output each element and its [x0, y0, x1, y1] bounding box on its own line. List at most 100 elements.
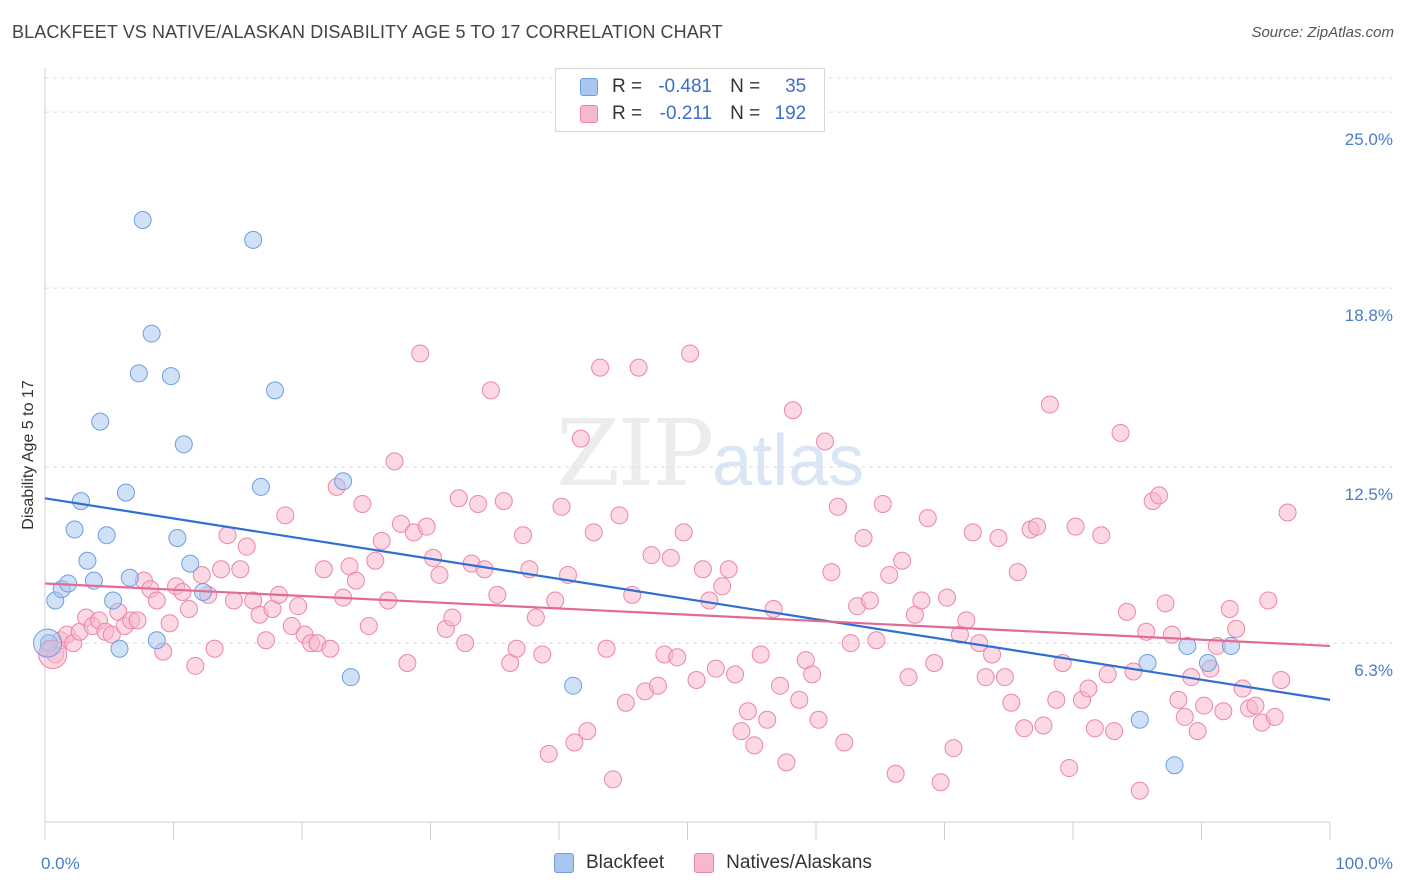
natives-point [449, 489, 468, 508]
blackfeet-point [161, 367, 180, 386]
natives-point [456, 634, 475, 653]
legend-n-label: N = [730, 103, 761, 124]
blackfeet-point [266, 381, 285, 400]
trend-lines [44, 497, 1331, 701]
natives-point [231, 560, 250, 579]
blackfeet-point [1198, 653, 1217, 672]
natives-point [565, 733, 584, 752]
natives-point [822, 563, 841, 582]
blackfeet-point [133, 210, 152, 229]
legend-r-value: -0.481 [658, 76, 713, 97]
y-tick-label: 12.5% [1345, 485, 1393, 504]
natives-point [783, 401, 802, 420]
natives-point [713, 577, 732, 596]
natives-point [1214, 702, 1233, 721]
natives-point [488, 585, 507, 604]
natives-point [147, 591, 166, 610]
watermark-atlas: atlas [712, 421, 865, 501]
natives-point [597, 639, 616, 658]
natives-point [1233, 679, 1252, 698]
natives-point [257, 631, 276, 650]
axes [44, 68, 1331, 840]
natives-point [391, 514, 410, 533]
natives-point [931, 773, 950, 792]
natives-point [912, 591, 931, 610]
natives-point [218, 526, 237, 545]
blackfeet-point [147, 631, 166, 650]
natives-point [282, 617, 301, 636]
x-tick-label-min: 0.0% [41, 854, 80, 873]
natives-point [1162, 625, 1181, 644]
watermark-zip: ZIP [556, 400, 714, 507]
natives-point [1130, 781, 1149, 800]
blackfeet-point [251, 477, 270, 496]
axis-labels: 6.3% 12.5% 18.8% 25.0% 0.0% 100.0% Disability … [20, 130, 1393, 873]
natives-point [481, 381, 500, 400]
natives-point [899, 668, 918, 687]
natives-point [314, 560, 333, 579]
blackfeet-point [244, 230, 263, 249]
natives-point [1002, 693, 1021, 712]
natives-point [681, 344, 700, 363]
blackfeet-point [91, 412, 110, 431]
natives-point [411, 344, 430, 363]
natives-point [1246, 696, 1265, 715]
natives-point [1195, 696, 1214, 715]
natives-point [1060, 759, 1079, 778]
blackfeet-point [168, 529, 187, 548]
natives-point [237, 537, 256, 556]
natives-point [706, 659, 725, 678]
blackfeet-point [120, 568, 139, 587]
natives-point [359, 617, 378, 636]
natives-point [687, 671, 706, 690]
natives-point [571, 429, 590, 448]
natives-point [398, 653, 417, 672]
natives-point [179, 600, 198, 619]
natives-point [925, 653, 944, 672]
natives-point [674, 523, 693, 542]
natives-point [790, 690, 809, 709]
natives-point [186, 656, 205, 675]
natives-point [1156, 594, 1175, 613]
legend-row-natives: R = -0.211 N = 192 [580, 102, 806, 126]
natives-point [957, 611, 976, 630]
natives-point [1169, 690, 1188, 709]
natives-point [366, 551, 385, 570]
natives-point [835, 733, 854, 752]
natives-point [128, 611, 147, 630]
natives-point [507, 639, 526, 658]
blackfeet-point [129, 364, 148, 383]
blackfeet-point [78, 551, 97, 570]
series-label-blackfeet: Blackfeet [586, 852, 665, 873]
natives-point [1015, 719, 1034, 738]
gridlines [45, 77, 1392, 644]
blackfeet-point [97, 526, 116, 545]
natives-point [726, 665, 745, 684]
natives-point [212, 560, 231, 579]
correlation-legend: R = -0.481 N = 35 R = -0.211 N = 192 [555, 68, 825, 132]
natives-point [642, 546, 661, 565]
legend-n-label: N = [730, 76, 761, 97]
natives-point [526, 608, 545, 627]
natives-point [648, 676, 667, 695]
natives-point [603, 770, 622, 789]
legend-swatch-blackfeet [580, 78, 598, 96]
blackfeet-point [181, 554, 200, 573]
legend-n-value: 35 [785, 76, 807, 97]
chart-title: BLACKFEET VS NATIVE/ALASKAN DISABILITY A… [12, 22, 723, 42]
natives-point [546, 591, 565, 610]
natives-point [578, 722, 597, 741]
natives-point [738, 702, 757, 721]
watermark: ZIPatlas [556, 400, 864, 507]
source-label: Source: ZipAtlas.com [1251, 24, 1394, 41]
legend-swatch-natives [580, 105, 598, 123]
natives-point [764, 600, 783, 619]
natives-point [430, 565, 449, 584]
series-legend-blackfeet: Blackfeet [554, 852, 664, 874]
natives-point [224, 591, 243, 610]
y-tick-label: 25.0% [1345, 130, 1393, 149]
natives-point [629, 358, 648, 377]
natives-point [1278, 503, 1297, 522]
natives-trend-line [44, 582, 1331, 648]
